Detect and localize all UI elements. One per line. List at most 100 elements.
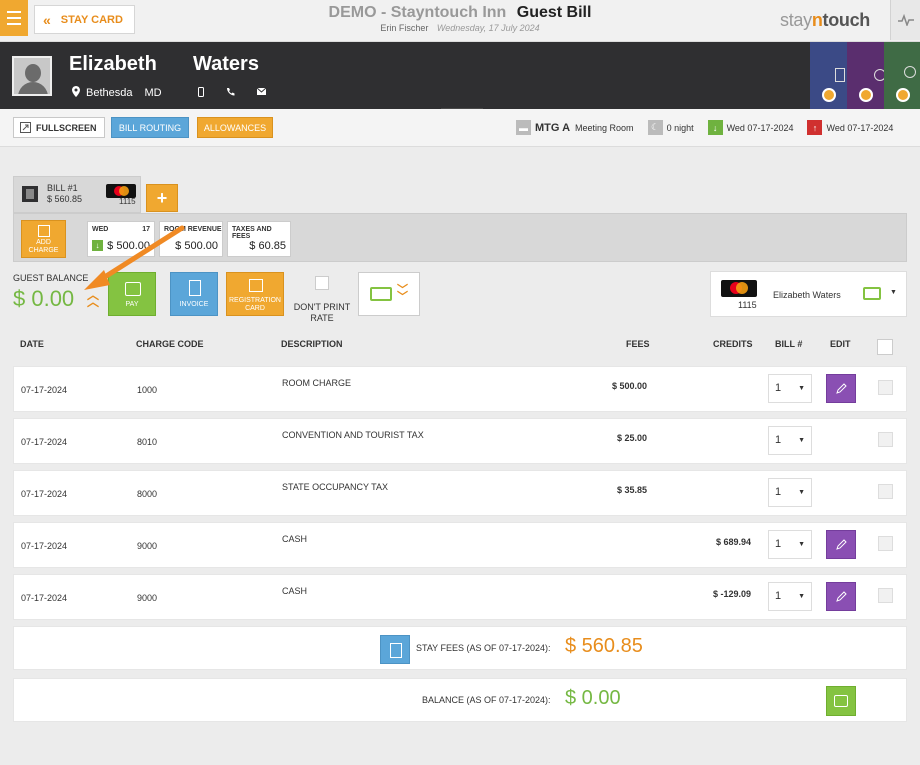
- wallet-icon[interactable]: [826, 686, 856, 716]
- stay-fees-value: $ 560.85: [565, 635, 643, 657]
- bill-number: BILL #1: [47, 183, 78, 193]
- add-charge-button[interactable]: ADD CHARGE: [21, 220, 66, 258]
- payment-card-last4: 1115: [738, 300, 757, 310]
- row-description: CASH: [282, 586, 308, 596]
- day-number: 17: [142, 226, 150, 233]
- quick-card-2[interactable]: [847, 42, 886, 109]
- email-icon[interactable]: [256, 87, 267, 100]
- pay-label: PAY: [125, 301, 139, 308]
- row-charge-code: 1000: [137, 385, 158, 395]
- bill-tab-1[interactable]: BILL #1 $ 560.85 1115: [13, 176, 141, 213]
- guest-balance-label: GUEST BALANCE: [13, 273, 89, 283]
- quick-card-1[interactable]: [810, 42, 847, 109]
- row-fees: $ 35.85: [616, 485, 647, 495]
- add-bill-button[interactable]: +: [146, 184, 178, 212]
- row-checkbox[interactable]: [878, 380, 893, 395]
- guest-balance-value: $ 0.00: [13, 286, 75, 311]
- document-icon[interactable]: [380, 635, 410, 664]
- edit-pencil-icon[interactable]: [826, 582, 856, 611]
- page-name: Guest Bill: [516, 4, 592, 21]
- edit-pencil-icon[interactable]: [826, 374, 856, 403]
- check-document-icon: [370, 287, 392, 301]
- stay-quick-cards: [810, 42, 920, 109]
- guest-first-name: Elizabeth: [69, 53, 157, 75]
- bill-number-select[interactable]: 1 ▼: [768, 530, 812, 559]
- bill-number-select[interactable]: 1 ▼: [768, 478, 812, 507]
- hamburger-menu-icon[interactable]: [0, 0, 28, 36]
- arrival-arrow-icon: ↓: [707, 120, 723, 135]
- table-row[interactable]: 07-17-2024 8010 CONVENTION AND TOURIST T…: [13, 418, 907, 464]
- taxes-fees-value: $ 60.85: [249, 240, 286, 252]
- activity-pulse-icon[interactable]: [890, 0, 920, 40]
- table-row[interactable]: 07-17-2024 8000 STATE OCCUPANCY TAX $ 35…: [13, 470, 907, 516]
- table-row[interactable]: 07-17-2024 9000 CASH $ -129.09 1 ▼: [13, 574, 907, 620]
- row-date: 07-17-2024: [21, 593, 68, 603]
- departure-date: Wed 07-17-2024: [826, 122, 894, 133]
- document-icon: [835, 68, 845, 82]
- room-type: Meeting Room: [575, 122, 634, 133]
- row-fees: $ 25.00: [616, 433, 647, 443]
- edit-pencil-icon[interactable]: [826, 530, 856, 559]
- payment-method-selector[interactable]: 1115 Elizabeth Waters ▼: [710, 271, 907, 317]
- avatar[interactable]: [12, 56, 52, 96]
- row-date: 07-17-2024: [21, 541, 68, 551]
- bill-routing-button[interactable]: BILL ROUTING: [111, 117, 189, 138]
- table-row[interactable]: 07-17-2024 9000 CASH $ 689.94 1 ▼: [13, 522, 907, 568]
- circles-icon: [904, 66, 916, 78]
- payment-card-holder: Elizabeth Waters: [773, 290, 841, 300]
- stay-fees-label: STAY FEES (AS OF 07-17-2024):: [416, 643, 551, 653]
- invoice-label: INVOICE: [179, 301, 209, 308]
- balance-value: $ 0.00: [565, 687, 621, 709]
- row-checkbox[interactable]: [878, 432, 893, 447]
- row-description: ROOM CHARGE: [282, 378, 352, 388]
- document-icon: [189, 280, 201, 296]
- expand-icon: [20, 122, 31, 133]
- row-checkbox[interactable]: [878, 588, 893, 603]
- row-checkbox[interactable]: [878, 536, 893, 551]
- bed-icon: ▬: [516, 120, 531, 135]
- invoice-button[interactable]: INVOICE: [170, 272, 218, 316]
- stay-info: ▬ MTG A Meeting Room ☾ 0 night ↓ Wed 07-…: [516, 120, 893, 135]
- double-chevron-left-icon: «: [43, 11, 51, 28]
- search-icon: [859, 88, 873, 102]
- balance-label: BALANCE (AS OF 07-17-2024):: [422, 695, 551, 705]
- caret-down-icon: ▼: [798, 593, 805, 600]
- guest-location: Bethesda MD: [72, 86, 162, 100]
- moon-icon: ☾: [647, 120, 663, 135]
- col-charge-code: CHARGE CODE: [136, 339, 204, 349]
- allowances-button[interactable]: ALLOWANCES: [197, 117, 273, 138]
- user-name: Erin Fischer: [380, 23, 429, 33]
- bill-summary: ADD CHARGE WED 17 ↓ $ 500.00 ROOM REVENU…: [13, 213, 907, 262]
- quick-card-3[interactable]: [884, 42, 920, 109]
- row-description: CASH: [282, 534, 308, 544]
- bill-number-select[interactable]: 1 ▼: [768, 426, 812, 455]
- day-summary[interactable]: WED 17 ↓ $ 500.00: [87, 221, 155, 257]
- dont-print-rate-toggle[interactable]: DON'T PRINT RATE: [291, 276, 353, 324]
- table-row[interactable]: 07-17-2024 1000 ROOM CHARGE $ 500.00 1 ▼: [13, 366, 907, 412]
- print-options-button[interactable]: ﹀ ﹀: [358, 272, 420, 316]
- row-credits: $ -129.09: [712, 589, 751, 599]
- taxes-fees-summary[interactable]: TAXES AND FEES $ 60.85: [227, 221, 291, 257]
- guest-state: MD: [144, 87, 162, 99]
- row-charge-code: 8000: [137, 489, 158, 499]
- row-date: 07-17-2024: [21, 437, 68, 447]
- select-all-checkbox[interactable]: [877, 339, 893, 355]
- top-bar: « STAY CARD DEMO - Stayntouch Inn Guest …: [0, 0, 920, 42]
- row-checkbox[interactable]: [878, 484, 893, 499]
- col-fees: FEES: [626, 339, 650, 349]
- caret-down-icon: ▼: [798, 541, 805, 548]
- bill-number-select[interactable]: 1 ▼: [768, 374, 812, 403]
- registration-card-button[interactable]: REGISTRATION CARD: [226, 272, 284, 316]
- double-chevron-up-icon[interactable]: ︿ ︿: [87, 288, 100, 309]
- mobile-phone-icon[interactable]: [198, 87, 204, 100]
- fullscreen-button[interactable]: FULLSCREEN: [13, 117, 105, 138]
- phone-icon[interactable]: [226, 87, 235, 100]
- double-chevron-down-icon: ﹀ ﹀: [397, 284, 408, 303]
- pay-button[interactable]: PAY: [108, 272, 156, 316]
- stay-card-back-button[interactable]: « STAY CARD: [34, 5, 135, 34]
- row-credits: $ 689.94: [715, 537, 751, 547]
- bill-card-last4: 1115: [119, 197, 136, 206]
- dont-print-rate-checkbox[interactable]: [315, 276, 329, 290]
- room-revenue-summary[interactable]: ROOM REVENUE $ 500.00: [159, 221, 223, 257]
- bill-number-select[interactable]: 1 ▼: [768, 582, 812, 611]
